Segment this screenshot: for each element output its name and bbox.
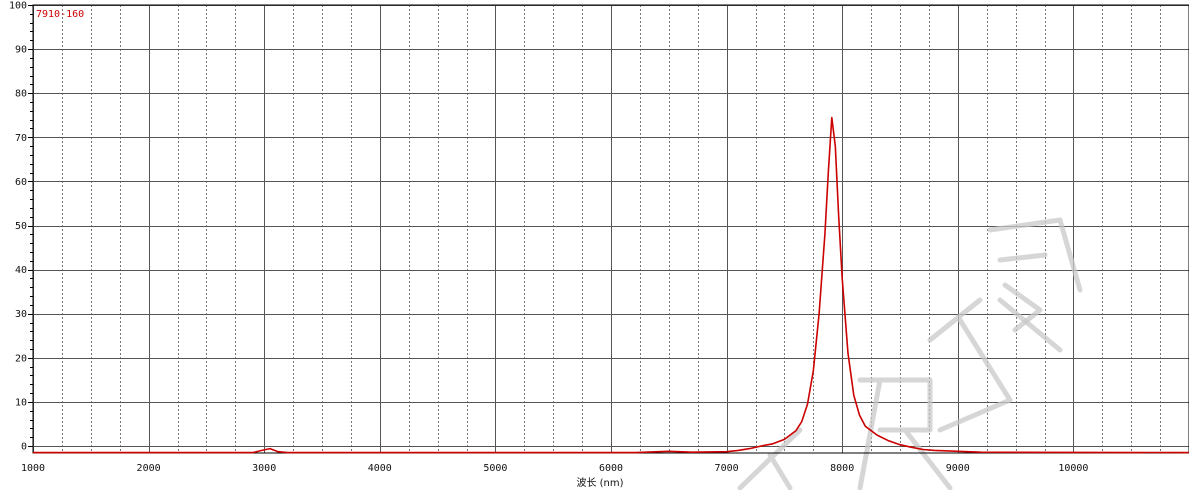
y-tick-label: 70: [15, 133, 27, 144]
legend-label-series-0: 7910-160: [36, 9, 84, 20]
x-tick-label: 3000: [252, 463, 276, 474]
y-tick-label: 30: [15, 309, 27, 320]
x-axis-title: 波长 (nm): [576, 476, 623, 489]
y-tick-label: 60: [15, 177, 27, 188]
y-tick-label: 20: [15, 353, 27, 364]
y-tick-label: 40: [15, 265, 27, 276]
x-tick-label: 4000: [368, 463, 392, 474]
y-axis: 0 10 20 30 40 50 60 70 80 90 100: [9, 1, 33, 453]
watermark: [737, 217, 1083, 490]
series-line-0: [33, 116, 1189, 454]
x-tick-label: 5000: [483, 463, 507, 474]
y-tick-label: 10: [15, 397, 27, 408]
x-tick-label: 6000: [599, 463, 623, 474]
x-tick-label: 7000: [715, 463, 739, 474]
x-tick-label: 8000: [830, 463, 854, 474]
y-tick-label: 80: [15, 89, 27, 100]
y-tick-label: 50: [15, 221, 27, 232]
grid: [33, 5, 1189, 453]
y-tick-label: 100: [9, 1, 27, 12]
series-layer: [33, 116, 1189, 454]
x-tick-label: 9000: [946, 463, 970, 474]
y-tick-label: 0: [21, 442, 27, 453]
x-axis: 1000 2000 3000 4000 5000 6000 7000 8000 9000 1000…: [21, 463, 1089, 474]
x-tick-label: 2000: [137, 463, 161, 474]
y-tick-label: 90: [15, 45, 27, 56]
x-tick-label: 1000: [21, 463, 45, 474]
x-tick-label: 10000: [1058, 463, 1088, 474]
